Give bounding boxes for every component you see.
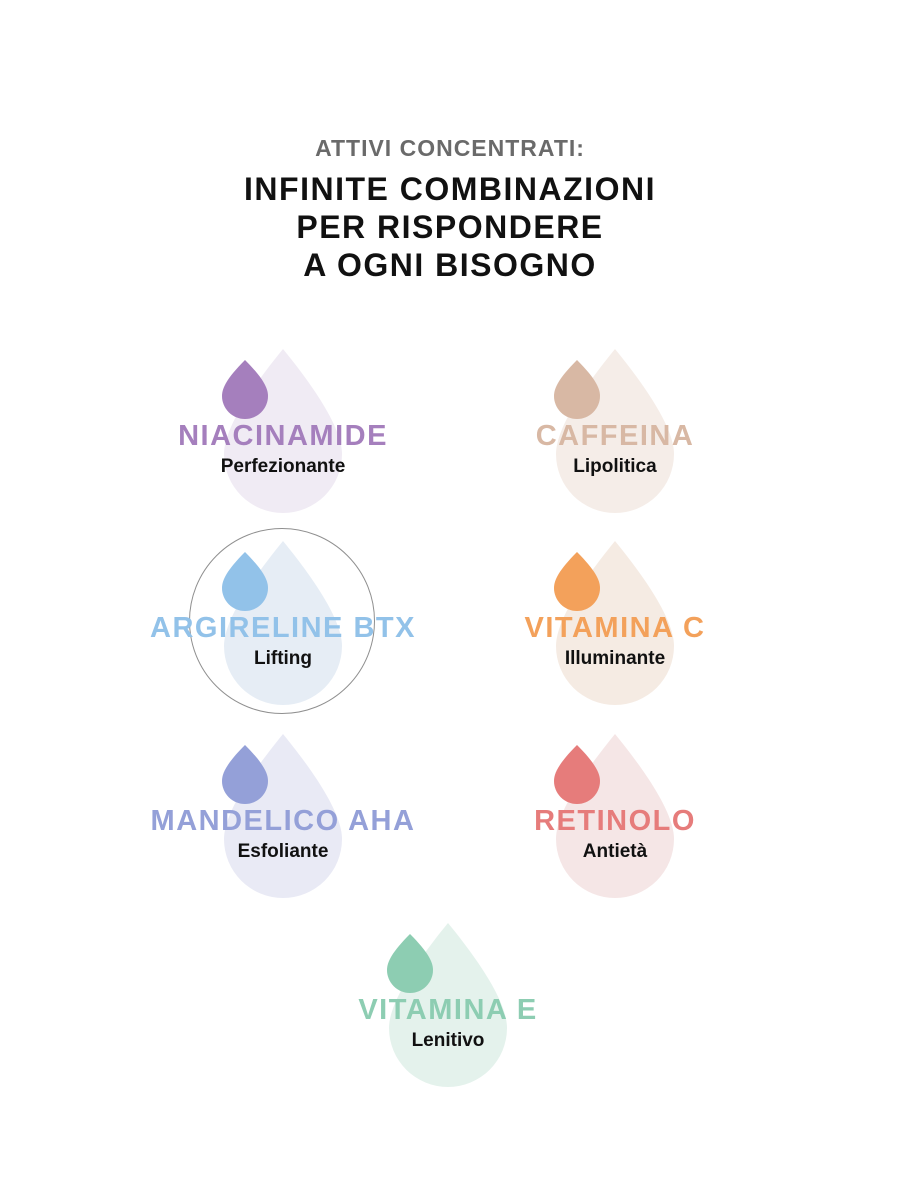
active-name: ARGIRELINE BTX [150,612,416,644]
small-drop-shape [222,552,268,611]
small-drop-shape [222,745,268,804]
drop-icon [222,541,342,705]
active-description: Lifting [253,648,313,669]
active-name: CAFFEINA [535,420,695,452]
active-name: RETINOLO [534,805,696,837]
small-drop-shape [387,934,433,993]
active-name: VITAMINA E [358,994,538,1026]
headline-line: A OGNI BISOGNO [303,247,597,283]
small-drop-shape [554,745,600,804]
active-item-retinolo[interactable]: RETINOLO Antietà [405,729,825,909]
selection-ring [189,528,375,714]
active-item-vitamina-c[interactable]: VITAMINA C Illuminante [405,536,825,716]
active-item-niacinamide[interactable]: NIACINAMIDE Perfezionante [73,344,493,524]
headline-line: INFINITE COMBINAZIONI [244,171,656,207]
small-drop-shape [222,360,268,419]
active-item-mandelico-aha[interactable]: MANDELICO AHA Esfoliante [73,729,493,909]
active-item-caffeina[interactable]: CAFFEINA Lipolitica [405,344,825,524]
drop-icon [554,541,674,705]
small-drop-shape [554,552,600,611]
small-drop-shape [554,360,600,419]
pretitle: ATTIVI CONCENTRATI: [315,135,585,161]
active-description: Antietà [582,841,648,862]
active-item-argireline-btx[interactable]: ARGIRELINE BTX Lifting [73,536,493,716]
active-item-vitamina-e[interactable]: VITAMINA E Lenitivo [238,918,658,1098]
active-description: Illuminante [564,648,666,669]
active-name: NIACINAMIDE [178,420,388,452]
active-description: Esfoliante [237,841,329,862]
active-name: VITAMINA C [524,612,706,644]
drop-icon [222,734,342,898]
drop-icon [554,734,674,898]
headline: INFINITE COMBINAZIONI PER RISPONDERE A O… [0,170,900,284]
drop-icon [387,923,507,1087]
drop-icon [554,349,674,513]
active-description: Lipolitica [573,456,657,477]
headline-line: PER RISPONDERE [296,209,604,245]
active-name: MANDELICO AHA [150,805,416,837]
drop-icon [222,349,342,513]
active-description: Lenitivo [411,1030,485,1051]
active-description: Perfezionante [220,456,346,477]
